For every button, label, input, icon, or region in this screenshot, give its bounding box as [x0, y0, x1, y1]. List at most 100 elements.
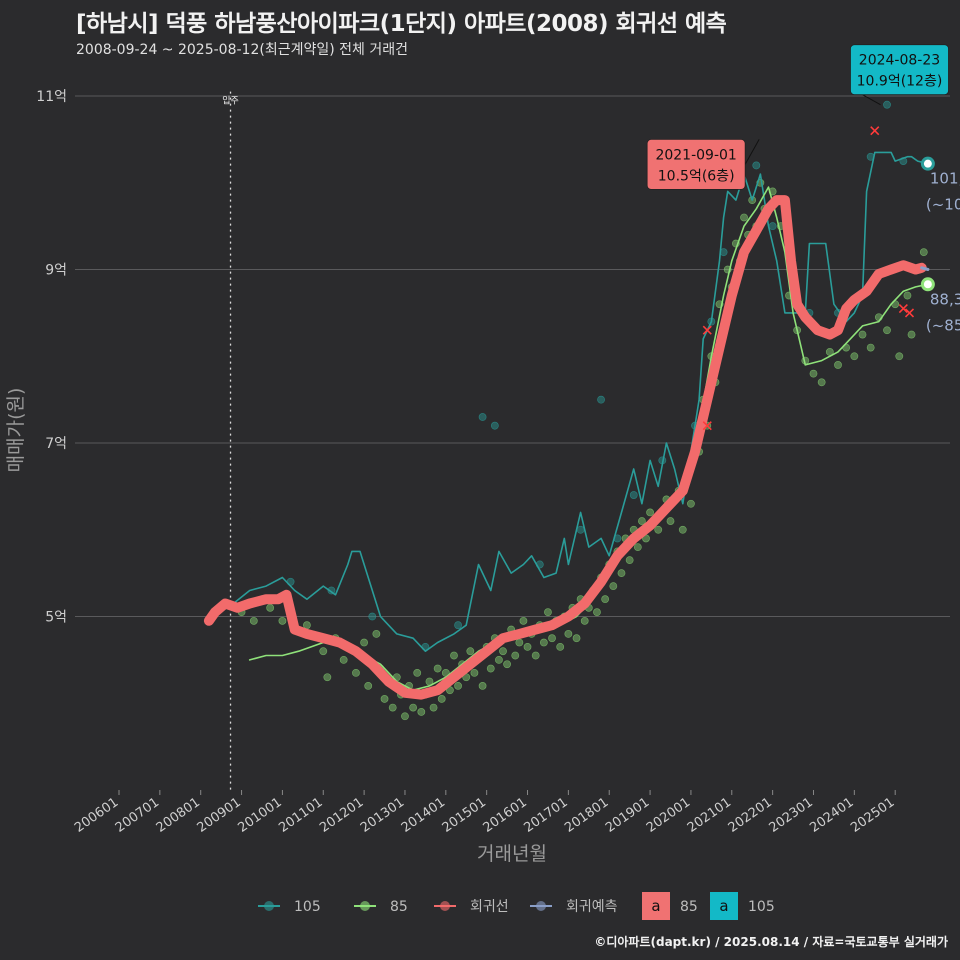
scatter-point-85 — [617, 569, 626, 578]
scatter-point-105 — [883, 100, 891, 109]
end-point — [920, 156, 935, 171]
scatter-point-85 — [850, 352, 859, 361]
legend-box — [710, 892, 738, 920]
scatter-point-85 — [470, 668, 479, 677]
scatter-point-85 — [580, 616, 589, 625]
y-tick-label: 5억 — [45, 610, 67, 626]
scatter-point-85 — [817, 378, 826, 387]
scatter-point-85 — [450, 651, 458, 660]
scatter-point-85 — [531, 651, 540, 660]
x-tick-label: 201501 — [440, 795, 489, 836]
scatter-point-85 — [609, 582, 618, 591]
scatter-layer — [237, 100, 928, 721]
chart-subtitle: 2008-09-24 ~ 2025-08-12(최근계약일) 전체 거래건 — [76, 42, 408, 58]
x-tick-label: 201001 — [235, 795, 284, 836]
scatter-point-105 — [490, 421, 499, 430]
x-tick-label: 200601 — [72, 795, 121, 836]
scatter-point-85 — [666, 517, 675, 525]
legend-key-dot — [264, 901, 274, 911]
move-in-label: 입주 — [222, 95, 239, 107]
scatter-point-85 — [352, 668, 360, 677]
legend-box-glyph: a — [651, 897, 660, 915]
scatter-point-105 — [478, 413, 487, 421]
x-tick-label: 201701 — [521, 795, 570, 836]
callout-price: 10.5억(6층) — [658, 168, 735, 184]
scatter-point-85 — [907, 330, 916, 339]
x-tick-label: 201301 — [358, 795, 407, 836]
series-line-prediction — [920, 266, 930, 271]
scatter-point-85 — [564, 629, 573, 638]
x-tick-label: 201201 — [317, 795, 366, 836]
end-area-label: (~105㎡) — [926, 196, 960, 214]
scatter-point-85 — [548, 634, 556, 643]
scatter-point-85 — [903, 291, 912, 300]
scatter-point-105 — [597, 395, 605, 404]
scatter-point-85 — [437, 695, 446, 703]
scatter-point-85 — [266, 603, 275, 612]
callout-box — [850, 44, 949, 96]
x-tick-label: 201801 — [562, 795, 611, 836]
x-tick-label: 201601 — [481, 795, 530, 836]
scatter-point-85 — [319, 647, 328, 656]
scatter-point-85 — [401, 712, 409, 721]
grid-layer — [75, 91, 950, 790]
x-tick-label: 201401 — [399, 795, 448, 836]
scatter-point-85 — [515, 638, 524, 647]
scatter-point-85 — [372, 629, 381, 638]
y-tick-label: 9억 — [45, 263, 67, 279]
scatter-point-105 — [576, 525, 585, 534]
series-line-105 — [232, 151, 929, 652]
highlight-mark — [898, 303, 908, 314]
legend-box — [642, 892, 670, 920]
x-tick-label: 200701 — [113, 795, 162, 836]
scatter-point-85 — [323, 673, 332, 682]
scatter-point-85 — [413, 668, 422, 677]
scatter-point-85 — [486, 664, 495, 673]
scatter-point-85 — [380, 695, 389, 703]
legend-box-label: 105 — [748, 899, 775, 915]
legend-key-dot — [360, 901, 370, 911]
scatter-point-85 — [539, 638, 548, 647]
scatter-point-85 — [503, 660, 511, 669]
highlight-mark — [904, 308, 915, 318]
x-tick-label: 202301 — [767, 795, 816, 836]
scatter-point-105 — [752, 161, 761, 170]
scatter-point-85 — [654, 525, 663, 534]
scatter-point-85 — [499, 647, 507, 656]
callout-date: 2021-09-01 — [655, 147, 736, 163]
scatter-point-85 — [834, 361, 842, 369]
scatter-point-85 — [429, 703, 438, 712]
legend-box-label: 85 — [680, 899, 698, 915]
legend-key-dot — [440, 901, 450, 911]
scatter-point-85 — [409, 703, 418, 712]
scatter-point-85 — [638, 517, 646, 525]
y-tick-label: 11억 — [36, 89, 67, 105]
scatter-point-85 — [740, 213, 748, 222]
scatter-point-85 — [433, 664, 442, 673]
callout-box — [646, 138, 746, 190]
end-value-label: 88,313 — [930, 290, 960, 308]
scatter-point-85 — [454, 682, 462, 690]
annotation-layer: 입주 2021-09-01 10.5억(6층) 2024-08-23 10.9억(12층… — [222, 44, 960, 431]
legend-label: 회귀선 — [470, 899, 509, 915]
legend-layer: 105 85 회귀선 회귀예측 a 85 a 105 — [258, 892, 775, 920]
end-value-label: 101,900 — [930, 170, 960, 188]
scatter-point-85 — [388, 703, 397, 712]
scatter-point-85 — [360, 638, 369, 647]
scatter-point-85 — [556, 642, 565, 651]
scatter-point-85 — [858, 330, 867, 339]
legend-box-glyph: a — [719, 897, 728, 915]
scatter-point-85 — [364, 682, 373, 690]
scatter-point-85 — [523, 642, 532, 651]
source-caption: ©디아파트(dapt.kr) / 2025.08.14 / 자료=국토교통부 실… — [594, 935, 948, 949]
scatter-point-85 — [601, 595, 610, 604]
x-tick-label: 200901 — [195, 795, 244, 836]
scatter-point-85 — [919, 248, 928, 257]
scatter-point-105 — [768, 222, 777, 231]
scatter-point-85 — [866, 343, 875, 352]
scatter-point-85 — [495, 655, 503, 664]
highlight-mark — [702, 421, 712, 431]
y-tick-label: 7억 — [45, 436, 67, 452]
line-layer — [203, 151, 930, 700]
